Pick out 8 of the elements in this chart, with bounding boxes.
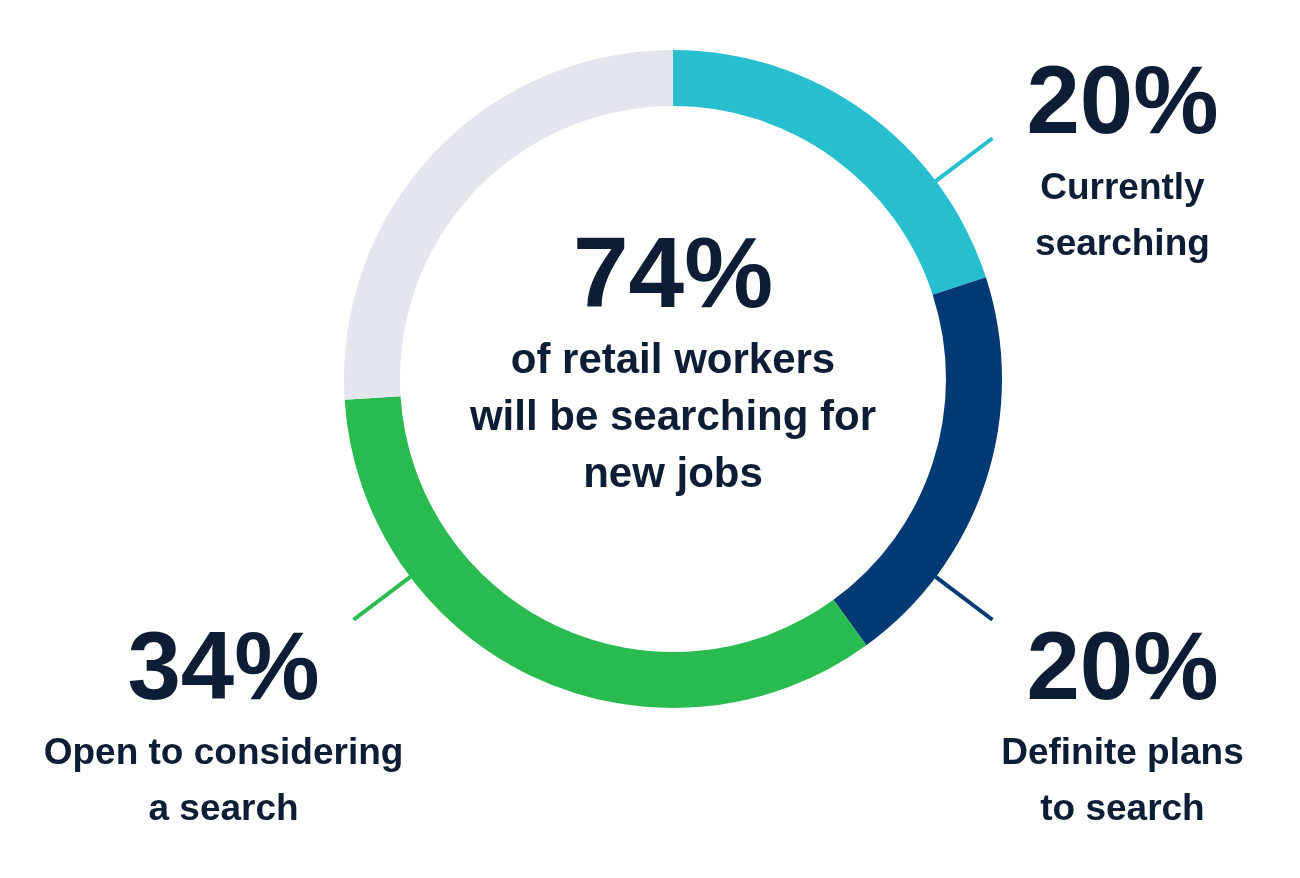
slice-label: Definite plans to search	[1001, 730, 1244, 828]
data-label: 20%	[1026, 46, 1219, 154]
slice-label: Open to considering a search	[43, 730, 404, 828]
data-label: 34%	[127, 611, 320, 719]
text: 74%	[572, 216, 774, 328]
data-label: 20%	[1026, 611, 1219, 719]
text: of retail workers will be searching for new jobs	[468, 335, 877, 496]
slice-label: Currently searching	[1035, 166, 1210, 264]
